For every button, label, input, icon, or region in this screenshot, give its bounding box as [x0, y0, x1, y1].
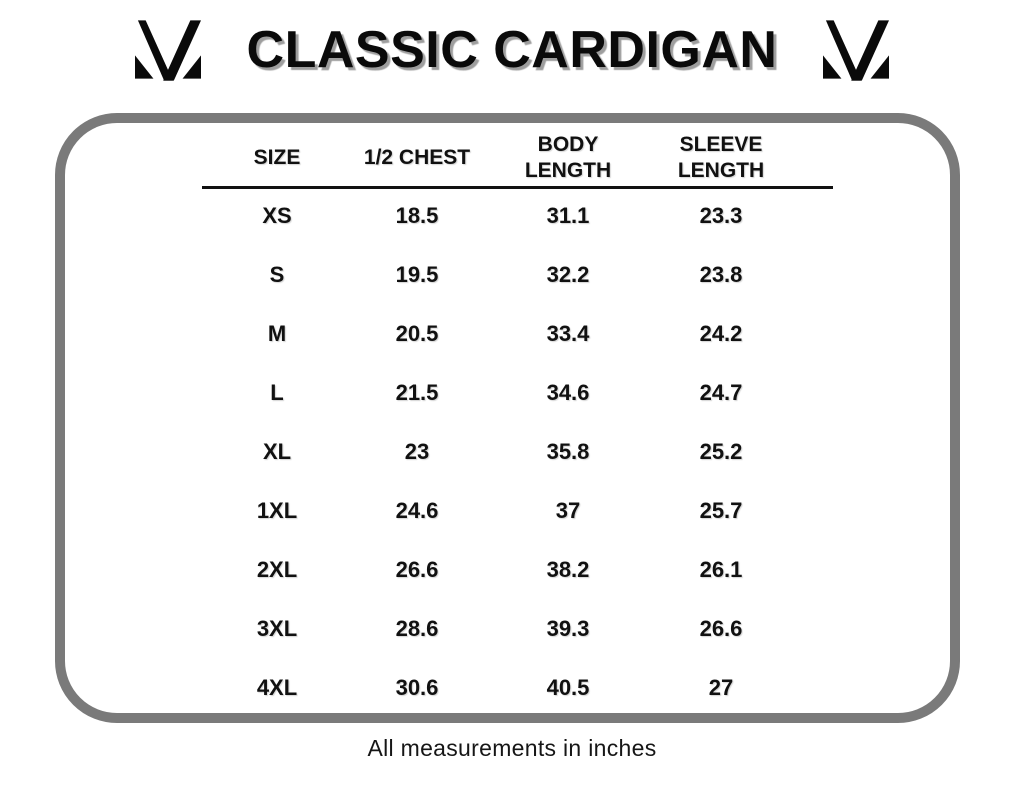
column-header-size: SIZE	[202, 145, 352, 171]
half-chest-cell: 19.5	[395, 261, 439, 287]
sleeve-length-cell: 23.8	[699, 261, 743, 287]
body-length-cell: 34.6	[546, 379, 590, 405]
sleeve-length-cell: 24.7	[699, 379, 743, 405]
page-title: CLASSIC CARDIGAN	[246, 21, 778, 79]
sleeve-length-cell: 26.1	[699, 556, 743, 582]
size-cell: 2XL	[256, 556, 298, 582]
body-length-cell: 31.1	[546, 202, 590, 228]
sleeve-length-cell: 27	[708, 674, 734, 700]
brand-monogram-icon	[823, 20, 890, 81]
table-row: M 20.5 33.4 24.2	[202, 304, 833, 363]
sleeve-length-cell: 23.3	[699, 202, 743, 228]
body-length-cell: 40.5	[546, 674, 590, 700]
body-length-cell: 33.4	[546, 320, 590, 346]
sleeve-length-cell: 25.7	[699, 497, 743, 523]
body-length-cell: 38.2	[546, 556, 590, 582]
column-header-half-chest: 1/2 CHEST	[352, 145, 482, 171]
table-row: 4XL 30.6 40.5 27	[202, 658, 833, 717]
column-header-sleeve-length: SLEEVE LENGTH	[654, 132, 788, 184]
half-chest-cell: 23	[404, 438, 430, 464]
body-length-cell: 39.3	[546, 615, 590, 641]
table-row: 3XL 28.6 39.3 26.6	[202, 599, 833, 658]
brand-monogram-icon	[134, 20, 201, 81]
footer-note: All measurements in inches	[367, 735, 657, 761]
size-cell: 1XL	[256, 497, 298, 523]
header-divider	[202, 186, 833, 189]
half-chest-cell: 24.6	[395, 497, 439, 523]
page-header: CLASSIC CARDIGAN	[0, 20, 1024, 81]
body-length-cell: 37	[555, 497, 581, 523]
size-cell: 3XL	[256, 615, 298, 641]
column-header-label: SLEEVE LENGTH	[677, 133, 765, 182]
size-chart-frame: SIZE 1/2 CHEST BODY LENGTH SLEEVE LENGTH…	[55, 113, 960, 723]
half-chest-cell: 26.6	[395, 556, 439, 582]
body-length-cell: 32.2	[546, 261, 590, 287]
table-row: XS 18.5 31.1 23.3	[202, 186, 833, 245]
table-row: 1XL 24.6 37 25.7	[202, 481, 833, 540]
size-table-header-row: SIZE 1/2 CHEST BODY LENGTH SLEEVE LENGTH	[202, 130, 833, 186]
size-cell: XL	[262, 438, 292, 464]
table-row: XL 23 35.8 25.2	[202, 422, 833, 481]
column-header-label: 1/2 CHEST	[363, 146, 471, 169]
size-cell: M	[267, 320, 287, 346]
size-table: SIZE 1/2 CHEST BODY LENGTH SLEEVE LENGTH…	[202, 130, 833, 717]
half-chest-cell: 30.6	[395, 674, 439, 700]
half-chest-cell: 18.5	[395, 202, 439, 228]
half-chest-cell: 21.5	[395, 379, 439, 405]
sleeve-length-cell: 26.6	[699, 615, 743, 641]
half-chest-cell: 28.6	[395, 615, 439, 641]
table-row: L 21.5 34.6 24.7	[202, 363, 833, 422]
column-header-body-length: BODY LENGTH	[482, 132, 654, 184]
brand-logo-left	[134, 20, 201, 81]
table-row: S 19.5 32.2 23.8	[202, 245, 833, 304]
size-table-body: XS 18.5 31.1 23.3 S 19.5 32.2 23.8 M 20.…	[202, 186, 833, 717]
size-cell: XS	[262, 202, 292, 228]
size-cell: 4XL	[256, 674, 298, 700]
body-length-cell: 35.8	[546, 438, 590, 464]
column-header-label: BODY LENGTH	[524, 133, 612, 182]
brand-logo-right	[823, 20, 890, 81]
size-cell: L	[270, 379, 284, 405]
table-row: 2XL 26.6 38.2 26.1	[202, 540, 833, 599]
half-chest-cell: 20.5	[395, 320, 439, 346]
sleeve-length-cell: 24.2	[699, 320, 743, 346]
column-header-label: SIZE	[253, 146, 301, 169]
sleeve-length-cell: 25.2	[699, 438, 743, 464]
size-cell: S	[269, 261, 285, 287]
